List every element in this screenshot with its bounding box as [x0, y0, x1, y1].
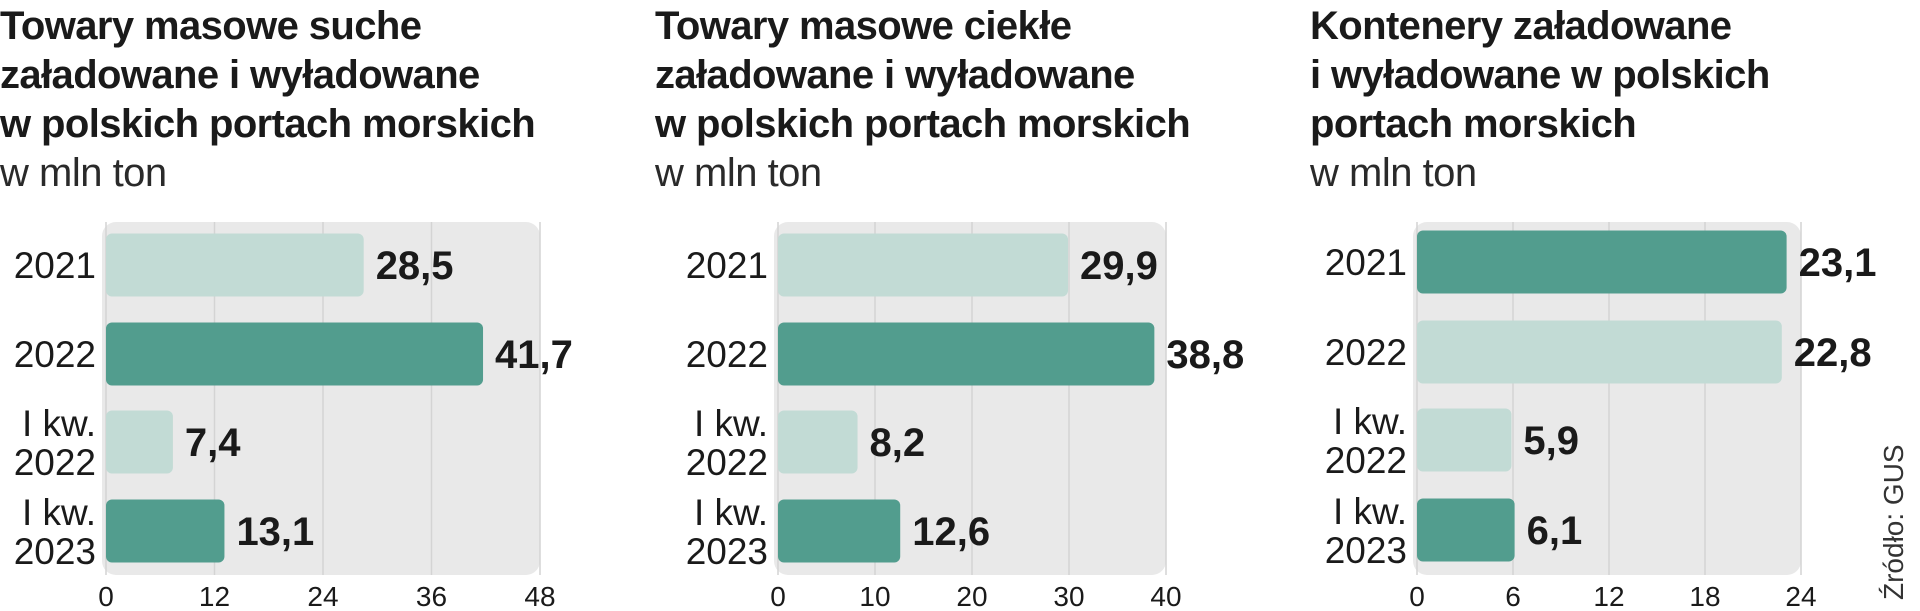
bar-value-label: 22,8 — [1794, 331, 1872, 375]
category-label: 2021 — [686, 245, 768, 286]
x-tick-label: 0 — [98, 581, 114, 611]
x-tick-label: 30 — [1053, 581, 1084, 611]
category-label: I kw. 2023 — [14, 492, 96, 572]
category-label: I kw. 2022 — [686, 403, 768, 483]
chart-title-line: w polskich portach morskich — [0, 102, 536, 146]
x-tick-label: 12 — [1593, 581, 1624, 611]
x-tick-label: 18 — [1689, 581, 1720, 611]
plot-background — [1413, 222, 1801, 575]
bar-value-label: 38,8 — [1166, 333, 1244, 377]
chart-title: Kontenery załadowane i wyładowane w pols… — [1310, 2, 1870, 149]
bar-value-label: 6,1 — [1527, 509, 1583, 553]
category-label: I kw. 2022 — [14, 403, 96, 483]
category-label: 2021 — [1325, 242, 1407, 283]
chart-panel-liquid-bulk: Towary masowe ciekłe załadowane i wyłado… — [655, 0, 1275, 611]
category-label-line: 2022 — [686, 334, 768, 375]
plot-background — [102, 222, 540, 575]
bar-value-label: 28,5 — [376, 244, 454, 288]
x-tick-label: 36 — [416, 581, 447, 611]
chart-panel-dry-bulk: Towary masowe suche załadowane i wyładow… — [0, 0, 600, 611]
chart-unit-label: w mln ton — [0, 151, 167, 195]
category-label-line: 2021 — [1325, 242, 1407, 283]
x-tick-label: 40 — [1150, 581, 1181, 611]
x-tick-label: 0 — [770, 581, 786, 611]
category-label-line: 2022 — [1325, 440, 1407, 481]
source-note: Źródło: GUS — [1878, 444, 1909, 600]
category-label-line: 2022 — [14, 442, 96, 483]
x-tick-label: 48 — [524, 581, 555, 611]
category-label: 2021 — [14, 245, 96, 286]
category-label-line: I kw. — [22, 403, 96, 444]
bar — [106, 322, 484, 386]
category-label: 2022 — [686, 334, 768, 375]
x-tick-label: 0 — [1409, 581, 1425, 611]
category-label-line: 2023 — [686, 531, 768, 572]
category-label-line: I kw. — [694, 403, 768, 444]
category-label-line: 2023 — [14, 531, 96, 572]
category-label: I kw. 2022 — [1325, 401, 1407, 481]
bar — [1417, 498, 1515, 562]
bar-value-label: 8,2 — [870, 421, 926, 465]
bar-value-label: 29,9 — [1080, 244, 1158, 288]
chart-title-line: Towary masowe ciekłe — [655, 4, 1072, 48]
x-tick-label: 12 — [199, 581, 230, 611]
category-label: I kw. 2023 — [1325, 491, 1407, 571]
category-label-line: 2022 — [1325, 332, 1407, 373]
bar — [778, 499, 901, 563]
chart-unit-label: w mln ton — [1310, 151, 1477, 195]
chart-title: Towary masowe ciekłe załadowane i wyłado… — [655, 2, 1215, 149]
category-label: I kw. 2023 — [686, 492, 768, 572]
chart-title-line: w polskich portach morskich — [655, 102, 1191, 146]
chart-title-line: i wyładowane w polskich — [1310, 53, 1770, 97]
bar — [778, 233, 1069, 297]
bar-value-label: 7,4 — [185, 421, 241, 465]
chart-title: Towary masowe suche załadowane i wyładow… — [0, 2, 560, 149]
x-tick-label: 24 — [307, 581, 338, 611]
bar — [106, 499, 225, 563]
bar — [1417, 230, 1787, 294]
bar — [1417, 320, 1782, 384]
chart-title-line: Kontenery załadowane — [1310, 4, 1732, 48]
category-label-line: I kw. — [22, 492, 96, 533]
category-label-line: 2022 — [14, 334, 96, 375]
chart-title-line: portach morskich — [1310, 102, 1637, 146]
bar — [778, 410, 858, 474]
chart-unit-label: w mln ton — [655, 151, 822, 195]
x-tick-label: 24 — [1785, 581, 1816, 611]
bar-value-label: 5,9 — [1523, 419, 1579, 463]
x-tick-label: 6 — [1505, 581, 1521, 611]
category-label-line: 2022 — [686, 442, 768, 483]
chart-title-line: Towary masowe suche — [0, 4, 422, 48]
bar — [106, 410, 173, 474]
bar-value-label: 41,7 — [495, 333, 573, 377]
category-label-line: I kw. — [1333, 401, 1407, 442]
category-label-line: 2021 — [686, 245, 768, 286]
category-label-line: 2021 — [14, 245, 96, 286]
category-label-line: 2023 — [1325, 530, 1407, 571]
category-label: 2022 — [1325, 332, 1407, 373]
bar-value-label: 23,1 — [1799, 241, 1877, 285]
category-label-line: I kw. — [694, 492, 768, 533]
bar — [1417, 408, 1512, 472]
bar-value-label: 12,6 — [912, 510, 990, 554]
bar-value-label: 13,1 — [236, 510, 314, 554]
chart-panel-containers: Kontenery załadowane i wyładowane w pols… — [1310, 0, 1876, 611]
category-label-line: I kw. — [1333, 491, 1407, 532]
chart-title-line: załadowane i wyładowane — [0, 53, 480, 97]
plot-background — [774, 222, 1166, 575]
category-label: 2022 — [14, 334, 96, 375]
x-tick-label: 20 — [956, 581, 987, 611]
x-tick-label: 10 — [859, 581, 890, 611]
chart-title-line: załadowane i wyładowane — [655, 53, 1135, 97]
bar — [778, 322, 1155, 386]
bar — [106, 233, 364, 297]
